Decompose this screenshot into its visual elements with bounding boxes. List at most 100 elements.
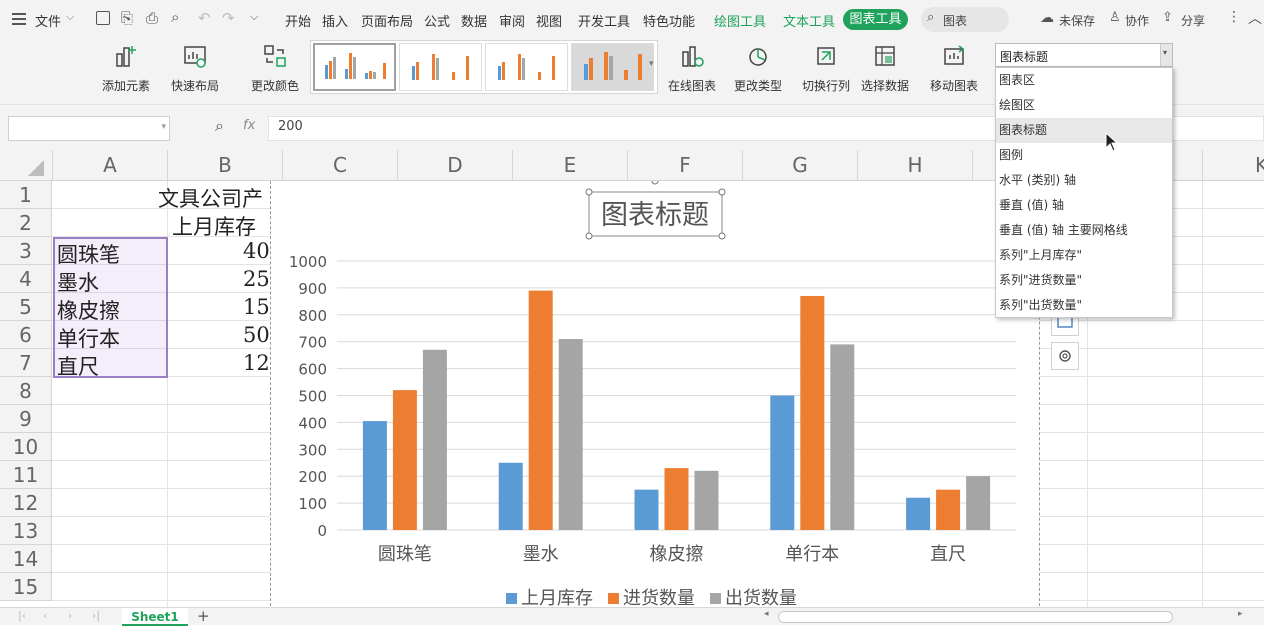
cell-a7[interactable]: 直尺 xyxy=(57,355,99,379)
cell-b5[interactable]: 15 xyxy=(243,295,270,319)
sheet-tab-sheet1[interactable]: Sheet1 xyxy=(122,608,188,626)
tab-page-layout[interactable]: 页面布局 xyxy=(361,15,414,30)
cell-b3[interactable]: 40 xyxy=(243,239,270,263)
row-header-11[interactable]: 11 xyxy=(0,461,52,489)
search-box[interactable]: ⌕ 图表 xyxy=(921,7,1009,32)
row-header-5[interactable]: 5 xyxy=(0,293,52,321)
row-header-1[interactable]: 1 xyxy=(0,181,52,209)
element-item-series-2[interactable]: 系列"进货数量" xyxy=(999,273,1083,287)
bar[interactable] xyxy=(800,295,825,530)
tab-formulas[interactable]: 公式 xyxy=(424,15,451,30)
switch-row-col-button[interactable]: 切换行列 xyxy=(798,42,854,100)
add-element-button[interactable]: 添加元素 xyxy=(96,42,156,100)
row-header-6[interactable]: 6 xyxy=(0,321,52,349)
last-sheet-icon[interactable]: ›| xyxy=(92,609,101,622)
element-item-horizontal-axis[interactable]: 水平 (类别) 轴 xyxy=(999,173,1076,187)
bar[interactable] xyxy=(906,497,931,530)
bar[interactable] xyxy=(634,489,659,530)
element-item-plot-area[interactable]: 绘图区 xyxy=(999,98,1036,112)
undo-icon[interactable]: ↶ xyxy=(198,9,211,27)
add-sheet-icon[interactable]: + xyxy=(197,607,210,625)
online-chart-button[interactable]: 在线图表 xyxy=(662,42,722,100)
scroll-left-icon[interactable]: ◂ xyxy=(764,609,769,619)
quick-access-more-icon[interactable]: ⌵ xyxy=(250,10,259,23)
change-color-button[interactable]: 更改颜色 xyxy=(245,42,305,100)
chart-element-dropdown-button[interactable]: ▾ xyxy=(1160,44,1172,66)
bar[interactable] xyxy=(936,489,961,530)
chevron-down-icon[interactable]: ⌵ xyxy=(66,10,75,23)
row-header-8[interactable]: 8 xyxy=(0,377,52,405)
row-header-3[interactable]: 3 xyxy=(0,237,52,265)
export-icon[interactable]: ⎘ xyxy=(121,9,134,27)
col-header-h[interactable]: H xyxy=(858,150,973,181)
bar[interactable] xyxy=(422,349,447,530)
col-header-g[interactable]: G xyxy=(743,150,858,181)
row-header-14[interactable]: 14 xyxy=(0,545,52,573)
tab-special[interactable]: 特色功能 xyxy=(643,15,696,30)
print-preview-icon[interactable]: ⌕ xyxy=(171,8,180,26)
tab-home[interactable]: 开始 xyxy=(285,15,312,30)
save-icon[interactable] xyxy=(96,11,110,25)
tab-chart-tools[interactable]: 图表工具 xyxy=(843,9,908,30)
col-header-e[interactable]: E xyxy=(513,150,628,181)
select-all-corner[interactable] xyxy=(0,150,53,181)
chart-style-1[interactable] xyxy=(313,43,396,91)
print-icon[interactable]: ⎙ xyxy=(146,9,159,27)
row-header-9[interactable]: 9 xyxy=(0,405,52,433)
chart-title[interactable]: 图表标题 xyxy=(601,200,709,231)
more-icon[interactable]: ⋮ xyxy=(1227,9,1241,25)
row-header-13[interactable]: 13 xyxy=(0,517,52,545)
col-header-d[interactable]: D xyxy=(398,150,513,181)
cell-b2[interactable]: 上月库存 xyxy=(172,215,256,239)
first-sheet-icon[interactable]: |‹ xyxy=(18,609,27,622)
unsaved-status[interactable]: 未保存 xyxy=(1059,14,1096,28)
redo-icon[interactable]: ↷ xyxy=(222,9,235,27)
bar[interactable] xyxy=(770,395,795,531)
element-item-chart-title[interactable]: 图表标题 xyxy=(996,118,1172,143)
move-chart-button[interactable]: 移动图表 xyxy=(926,42,982,100)
tab-data[interactable]: 数据 xyxy=(461,15,488,30)
row-header-15[interactable]: 15 xyxy=(0,573,52,601)
element-item-legend[interactable]: 图例 xyxy=(999,148,1024,162)
cell-b6[interactable]: 50 xyxy=(243,323,270,347)
chart-styles-gallery[interactable]: ▾ xyxy=(310,40,658,94)
chart-settings-button[interactable] xyxy=(1051,342,1079,370)
title-handle[interactable] xyxy=(718,232,726,240)
bar[interactable] xyxy=(528,290,553,530)
element-item-chart-area[interactable]: 图表区 xyxy=(999,73,1036,87)
tab-drawing-tools[interactable]: 绘图工具 xyxy=(714,15,767,30)
col-header-c[interactable]: C xyxy=(283,150,398,181)
bar[interactable] xyxy=(558,339,583,530)
col-header-b[interactable]: B xyxy=(168,150,283,181)
tab-view[interactable]: 视图 xyxy=(536,15,563,30)
title-handle[interactable] xyxy=(585,188,593,196)
name-box[interactable]: ▾ xyxy=(8,116,170,141)
col-header-f[interactable]: F xyxy=(628,150,743,181)
element-item-series-3[interactable]: 系列"出货数量" xyxy=(999,298,1083,312)
cell-a6[interactable]: 单行本 xyxy=(57,327,120,351)
prev-sheet-icon[interactable]: ‹ xyxy=(43,609,48,622)
cell-b4[interactable]: 25 xyxy=(243,267,270,291)
element-item-series-1[interactable]: 系列"上月库存" xyxy=(999,248,1083,262)
cell-a3[interactable]: 圆珠笔 xyxy=(57,243,120,267)
row-header-10[interactable]: 10 xyxy=(0,433,52,461)
col-header-a[interactable]: A xyxy=(53,150,168,181)
chart-top-handle[interactable] xyxy=(651,177,659,185)
row-header-2[interactable]: 2 xyxy=(0,209,52,237)
cell-a4[interactable]: 墨水 xyxy=(57,271,99,295)
col-header-k[interactable]: K xyxy=(1203,150,1264,181)
tab-developer[interactable]: 开发工具 xyxy=(578,15,631,30)
bar[interactable] xyxy=(392,390,417,530)
tab-review[interactable]: 审阅 xyxy=(499,15,526,30)
tab-text-tools[interactable]: 文本工具 xyxy=(783,15,836,30)
chart-area[interactable]: 图表标题 0 100 200 300 400 500 600 700 800 900 1000 圆珠笔… xyxy=(270,177,1040,611)
gallery-expand-icon[interactable]: ▾ xyxy=(649,59,654,69)
bar[interactable] xyxy=(362,421,387,530)
collapse-ribbon-icon[interactable]: ︿ xyxy=(1248,11,1262,27)
element-item-vertical-gridlines[interactable]: 垂直 (值) 轴 主要网格线 xyxy=(999,223,1128,237)
element-item-vertical-axis[interactable]: 垂直 (值) 轴 xyxy=(999,198,1064,212)
chart-style-2[interactable] xyxy=(399,43,482,91)
collab-button[interactable]: 协作 xyxy=(1125,14,1150,28)
quick-layout-button[interactable]: 快速布局 xyxy=(165,42,225,100)
name-box-dropdown-icon[interactable]: ▾ xyxy=(161,122,166,132)
